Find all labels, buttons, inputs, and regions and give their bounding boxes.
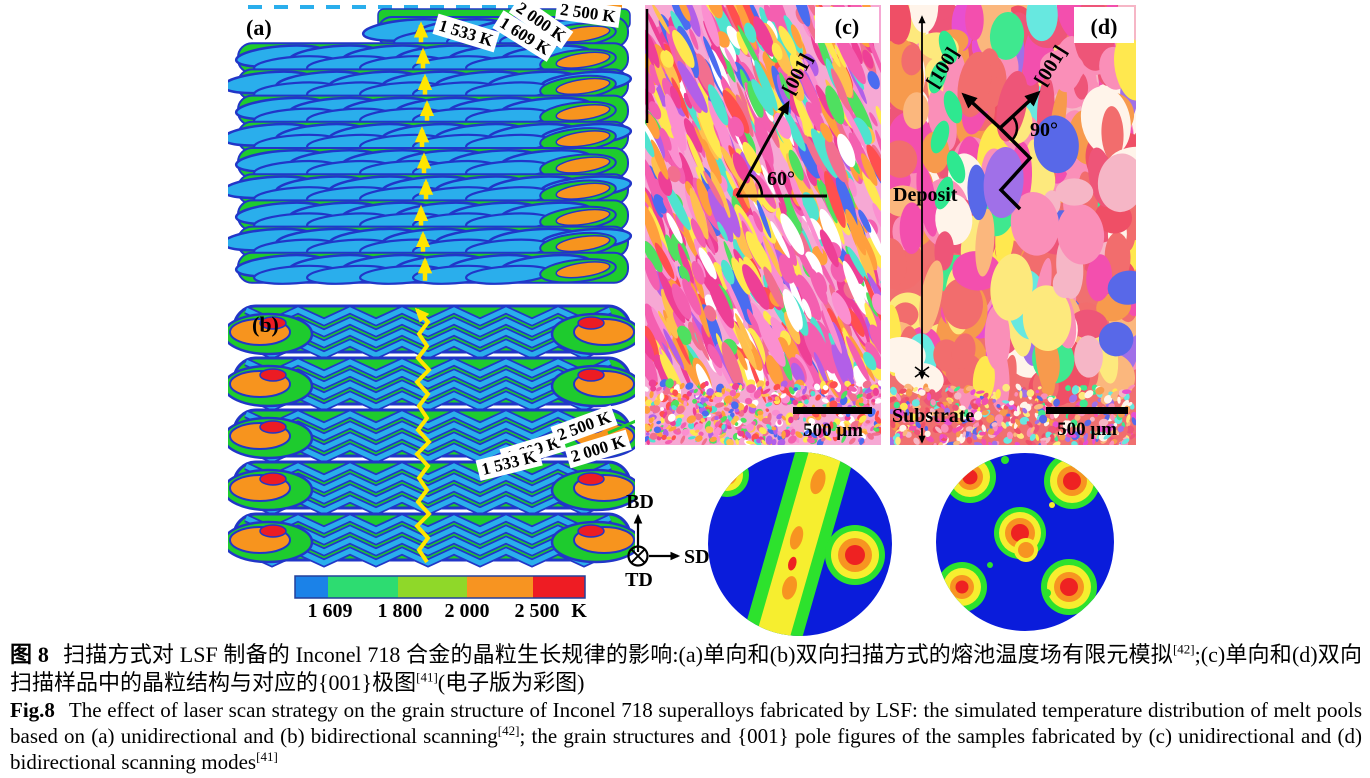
caption-en-fig-label: Fig.8 [10, 698, 55, 722]
caption-english: Fig.8 The effect of laser scan strategy o… [10, 697, 1362, 775]
panel-b-label: (b) [252, 312, 279, 337]
panel-d-label: (d) [1091, 14, 1118, 39]
scale-bar-label: 500 μm [1057, 419, 1117, 440]
panel-c-ebsd-map: 60° [001] (c) 500 μm [645, 5, 881, 445]
scale-bar [1046, 407, 1128, 414]
angle-value: 90° [1030, 119, 1058, 141]
temperature-colorbar: 1 609 1 800 2 000 2 500 K [270, 574, 602, 626]
coordinate-axes: BD SD TD [625, 491, 710, 591]
scale-bar-label: 500 μm [803, 420, 863, 441]
bd-axis-label: BD [626, 491, 654, 513]
colorbar-tick: 2 000 [444, 600, 490, 622]
caption-zh-text: ;(c)单向和(d)双向扫描样品中的晶粒结构与对应的{001}极图 [10, 642, 1362, 695]
panel-letter-box [815, 7, 879, 43]
panel-a-label: (a) [246, 15, 272, 40]
colorbar-tick: 2 500 [514, 600, 560, 622]
sd-axis-label: SD [684, 546, 710, 568]
panel-c-label: (c) [835, 14, 859, 39]
boundary-tick [914, 366, 930, 378]
panel-a-melt-pool-simulation: (a) 1 533 K 1 609 K 2 000 K 2 500 K [221, 0, 635, 295]
td-into-page-icon [627, 545, 649, 567]
panel-b-melt-pool-simulation: (b) 1 609 K 2 500 K 2 000 K 1 533 K [222, 300, 642, 573]
caption-zh-fig-label: 图 8 [10, 642, 49, 667]
direction-001-arrow [998, 90, 1041, 130]
colorbar-tick: 1 609 [307, 600, 353, 622]
caption-zh-ref-42: [42] [1172, 641, 1195, 657]
panel-d-ebsd-map: Deposit Substrate 90° [100] [001] (d) 50… [890, 5, 1136, 445]
grain-zigzag-line [998, 126, 1033, 211]
growth-direction-arrow [735, 100, 790, 197]
caption-zh-text: (电子版为彩图) [437, 670, 585, 695]
direction-100-arrow [961, 92, 1002, 130]
deposit-label: Deposit [893, 184, 958, 206]
ebsd-bidirectional-image: Deposit Substrate 90° [100] [001] (d) 50… [890, 5, 1136, 445]
caption-zh-ref-41: [41] [416, 669, 438, 685]
td-into-page-icon [630, 548, 646, 564]
colorbar-tick: 1 800 [377, 600, 423, 622]
caption-en-text: ; the grain structures and {001} pole fi… [10, 724, 1362, 774]
pole-figures [708, 452, 1114, 636]
pole-figure-unidirectional [708, 452, 892, 636]
caption-en-ref-42: [42] [497, 723, 520, 738]
colorbar-gradient [294, 575, 586, 599]
caption-chinese: 图 8 扫描方式对 LSF 制备的 Inconel 718 合金的晶粒生长规律的影… [10, 641, 1362, 697]
angle-arc [1011, 115, 1019, 141]
caption-en-text: The effect of laser scan strategy on the… [10, 698, 1362, 748]
melt-pool-unidirectional-illustration [221, 5, 633, 285]
melt-pool-bidirectional-illustration [222, 304, 642, 568]
ebsd-unidirectional-image: 60° [001] (c) 500 μm [645, 5, 881, 445]
caption-zh-text: 扫描方式对 LSF 制备的 Inconel 718 合金的晶粒生长规律的影响:(… [62, 642, 1173, 667]
angle-value: 60° [767, 168, 795, 190]
angle-arc [748, 172, 764, 197]
substrate-label: Substrate [892, 405, 974, 427]
figure-caption: 图 8 扫描方式对 LSF 制备的 Inconel 718 合金的晶粒生长规律的影… [10, 641, 1362, 775]
td-axis-label: TD [625, 569, 653, 591]
panel-letter-box [1074, 7, 1134, 43]
colorbar-unit: K [571, 600, 587, 622]
scale-bar [793, 407, 872, 414]
pole-figure-bidirectional [936, 453, 1114, 631]
caption-en-ref-41: [41] [256, 749, 278, 764]
